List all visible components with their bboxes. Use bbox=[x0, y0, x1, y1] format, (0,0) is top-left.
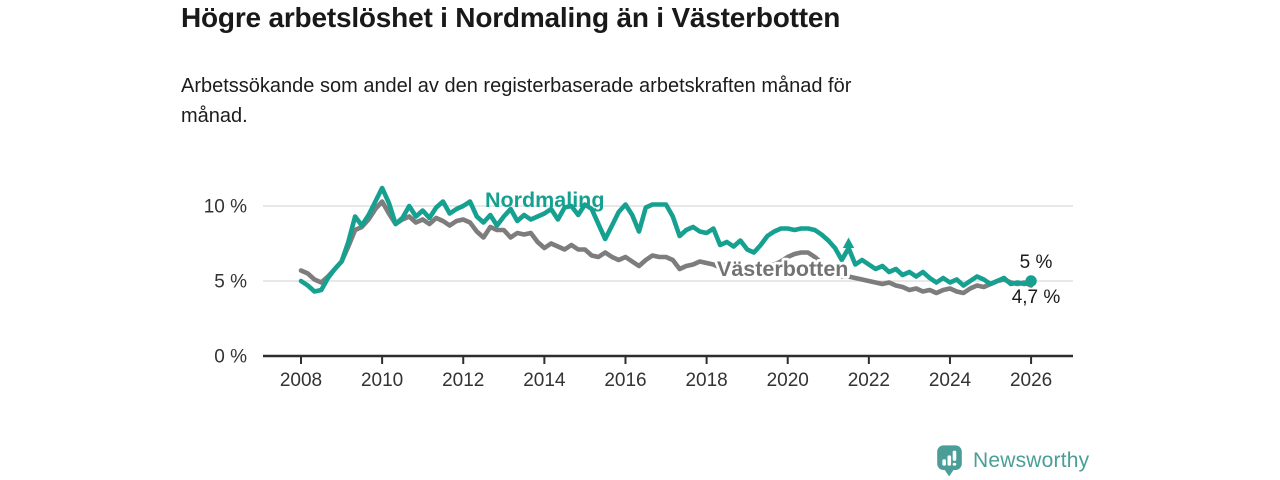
x-axis-tick-label: 2008 bbox=[280, 370, 322, 391]
y-axis-tick-label: 10 % bbox=[204, 197, 247, 218]
x-axis-tick-label: 2020 bbox=[767, 370, 809, 391]
x-axis-tick-label: 2026 bbox=[1010, 370, 1052, 391]
x-axis-tick-label: 2010 bbox=[361, 370, 403, 391]
chart-subtitle: Arbetssökande som andel av den registerb… bbox=[181, 71, 851, 131]
x-axis-tick-label: 2014 bbox=[523, 370, 566, 391]
x-axis-tick-label: 2018 bbox=[685, 370, 727, 391]
chart-title: Högre arbetslöshet i Nordmaling än i Väs… bbox=[181, 2, 841, 33]
series-end-dot bbox=[1025, 275, 1037, 287]
end-value-label: 4,7 % bbox=[1012, 287, 1061, 308]
newsworthy-logo-icon bbox=[937, 445, 962, 477]
newsworthy-brand-name: Newsworthy bbox=[973, 448, 1090, 472]
x-axis-tick-label: 2024 bbox=[929, 370, 972, 391]
chart-subtitle-line-2: månad. bbox=[181, 105, 248, 127]
series-label-västerbotten: Västerbotten bbox=[717, 257, 848, 281]
y-axis-tick-label: 0 % bbox=[214, 347, 247, 368]
end-value-label: 5 % bbox=[1020, 252, 1053, 273]
x-axis-tick-label: 2012 bbox=[442, 370, 484, 391]
series-label-nordmaling: Nordmaling bbox=[485, 188, 604, 212]
y-axis-tick-label: 5 % bbox=[214, 272, 247, 293]
series-line-västerbotten bbox=[298, 199, 1034, 296]
series-marker-triangle bbox=[842, 237, 855, 248]
newsworthy-branding: Newsworthy bbox=[936, 444, 1089, 477]
x-axis-tick-label: 2016 bbox=[604, 370, 646, 391]
chart-subtitle-line-1: Arbetssökande som andel av den registerb… bbox=[181, 75, 852, 97]
series-line-nordmaling bbox=[298, 185, 1034, 294]
x-axis-tick-label: 2022 bbox=[848, 370, 890, 391]
